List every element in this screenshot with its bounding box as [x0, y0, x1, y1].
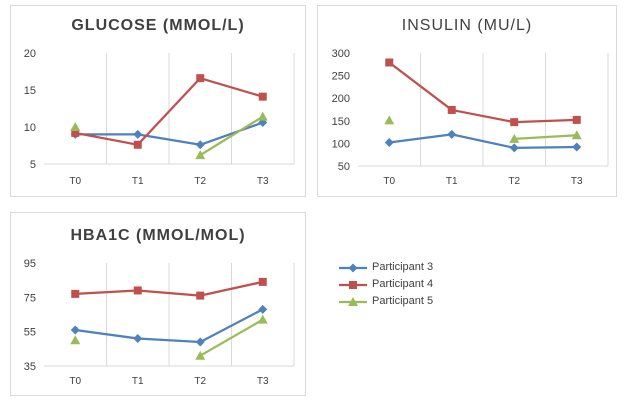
data-point: [384, 115, 395, 125]
data-point: [257, 111, 268, 121]
x-tick-label: T2: [508, 176, 520, 187]
y-tick-label: 95: [24, 258, 36, 270]
legend-label: Participant 5: [372, 295, 434, 307]
data-point: [571, 130, 582, 140]
series-line: [514, 134, 577, 141]
x-tick-label: T0: [69, 176, 81, 187]
x-tick-label: T2: [194, 176, 206, 187]
y-tick-label: 10: [24, 122, 36, 134]
glucose-plot: 5 10 15 20 T0 T1 T2 T3: [24, 48, 295, 187]
y-tick-label: 100: [332, 138, 350, 150]
x-tick-label: T1: [132, 176, 144, 187]
x-tick-label: T0: [383, 176, 395, 187]
data-point: [195, 337, 205, 347]
x-tick-label: T3: [571, 176, 583, 187]
data-point: [384, 137, 394, 147]
y-tick-label: 50: [338, 161, 350, 173]
data-point: [71, 289, 80, 298]
series-line: [75, 280, 263, 297]
legend-symbol: [348, 297, 358, 306]
data-point: [509, 143, 519, 153]
x-tick-label: T3: [257, 376, 269, 387]
data-point: [385, 58, 394, 67]
data-point: [509, 133, 520, 143]
chart-title: HBA1C (MMOL/MOL): [70, 227, 246, 244]
data-point: [196, 291, 205, 300]
chart-title: INSULIN (MU/L): [401, 17, 533, 34]
series-line: [75, 77, 264, 146]
chart-title: GLUCOSE (MMOL/L): [71, 17, 245, 34]
x-tick-label: T1: [446, 176, 458, 187]
x-tick-label: T3: [257, 176, 269, 187]
data-point: [258, 277, 267, 286]
y-tick-label: 15: [24, 85, 36, 97]
legend-label: Participant 4: [372, 278, 434, 290]
data-point: [195, 140, 205, 150]
y-tick-label: 35: [24, 361, 36, 373]
data-point: [133, 129, 143, 139]
data-point: [257, 314, 268, 324]
series-line: [75, 308, 264, 344]
y-tick-label: 250: [332, 71, 350, 83]
x-tick-label: T0: [69, 376, 81, 387]
legend-item: Participant 5: [338, 294, 488, 311]
data-point: [133, 140, 142, 149]
legend-label: Participant 3: [372, 261, 434, 273]
data-point: [258, 92, 267, 101]
data-point: [195, 150, 206, 160]
series-line: [389, 133, 577, 150]
data-point: [133, 286, 142, 295]
data-point: [447, 129, 457, 139]
insulin-chart: INSULIN (MU/L) 50 100 150 200 250 300 T0 T1 T2 T3: [317, 5, 617, 197]
x-tick-label: T1: [132, 376, 144, 387]
y-tick-label: 55: [24, 327, 36, 339]
y-tick-label: 150: [332, 116, 350, 128]
data-point: [70, 122, 81, 131]
series-line: [75, 121, 264, 146]
data-point: [196, 74, 205, 83]
hba1c-chart: HBA1C (MMOL/MOL) 35 55 75 95 T0 T1 T2 T3: [10, 212, 306, 396]
series-line: [199, 115, 264, 157]
data-point: [70, 335, 81, 345]
glucose-chart: GLUCOSE (MMOL/L) 5 10 15 20 T0 T1 T2 T3: [10, 5, 306, 197]
x-tick-label: T2: [194, 376, 206, 387]
legend-item: Participant 3: [338, 260, 488, 277]
data-point: [258, 304, 268, 314]
data-point: [572, 142, 582, 152]
legend-symbol: [348, 263, 358, 273]
data-point: [510, 118, 519, 127]
insulin-plot: 50 100 150 200 250 300 T0 T1 T2 T3: [332, 48, 609, 187]
legend: Participant 3 Participant 4 Participant …: [338, 260, 488, 311]
data-point: [133, 334, 143, 344]
legend-marker: [339, 297, 367, 306]
data-point: [447, 105, 456, 114]
data-point: [71, 128, 80, 137]
legend-marker: [339, 263, 367, 273]
series-line: [199, 318, 264, 357]
data-point: [70, 325, 80, 335]
legend-marker: [339, 281, 367, 289]
y-tick-label: 300: [332, 48, 350, 60]
legend-symbol: [349, 281, 357, 289]
y-tick-label: 75: [24, 292, 36, 304]
y-tick-label: 20: [24, 48, 36, 60]
data-point: [195, 350, 206, 360]
y-tick-label: 200: [332, 93, 350, 105]
y-tick-label: 5: [30, 159, 36, 171]
legend-item: Participant 4: [338, 277, 488, 294]
series-line: [388, 61, 577, 124]
hba1c-plot: 35 55 75 95 T0 T1 T2 T3: [24, 258, 295, 387]
data-point: [572, 115, 581, 124]
